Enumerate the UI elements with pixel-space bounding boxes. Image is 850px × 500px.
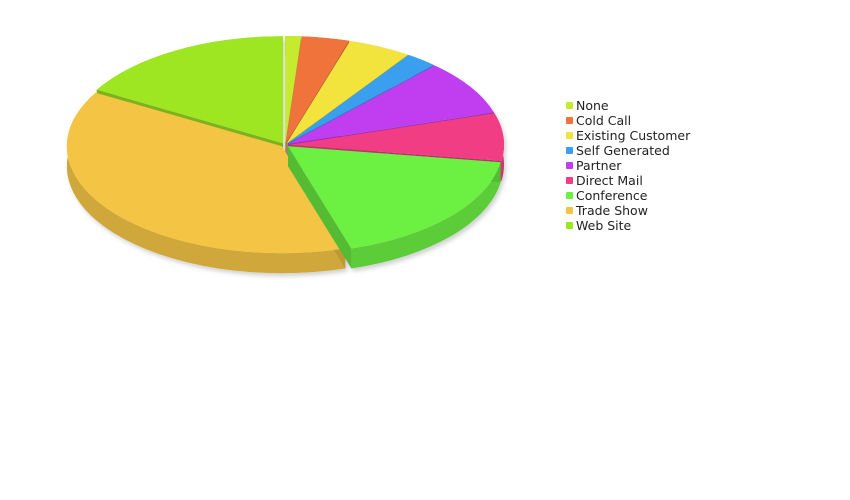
legend-label: Trade Show [576,203,648,218]
pie-slice-side [351,162,501,269]
pie-slice-top [288,113,504,161]
legend-swatch [566,177,573,184]
legend-item: Cold Call [566,113,690,128]
legend-item: None [566,98,690,113]
legend-item: Trade Show [566,203,690,218]
legend-swatch [566,222,573,229]
legend-swatch [566,192,573,199]
pie-slice-wall [288,146,352,269]
legend-label: None [576,98,609,113]
legend-swatch [566,207,573,214]
legend-label: Web Site [576,218,632,233]
legend-item: Direct Mail [566,173,690,188]
pie-slice-top [288,146,501,249]
legend-label: Direct Mail [576,173,643,188]
legend-swatch [566,132,573,139]
legend-label: Self Generated [576,143,670,158]
legend-item: Self Generated [566,143,690,158]
legend-swatch [566,147,573,154]
pie-slice-side [66,92,346,274]
legend-label: Partner [576,158,622,173]
chart-legend: None Cold Call Existing Customer Self Gener… [566,98,690,233]
pie-slice-conference [288,146,501,269]
pie-slice-top [287,55,434,144]
legend-swatch [566,102,573,109]
pie-slice-top [66,92,346,254]
legend-swatch [566,162,573,169]
pie-slice-top [285,36,302,144]
pie-slice-top [96,36,283,144]
legend-label: Existing Customer [576,128,691,143]
legend-item: Conference [566,188,690,203]
legend-label: Conference [576,188,648,203]
legend-item: Web Site [566,218,690,233]
pie-slice-top [286,40,408,144]
pie-slice-top [285,36,350,144]
pie-slice-top [288,65,494,144]
legend-label: Cold Call [576,113,632,128]
legend-item: Partner [566,158,690,173]
legend-swatch [566,117,573,124]
legend-item: Existing Customer [566,128,690,143]
